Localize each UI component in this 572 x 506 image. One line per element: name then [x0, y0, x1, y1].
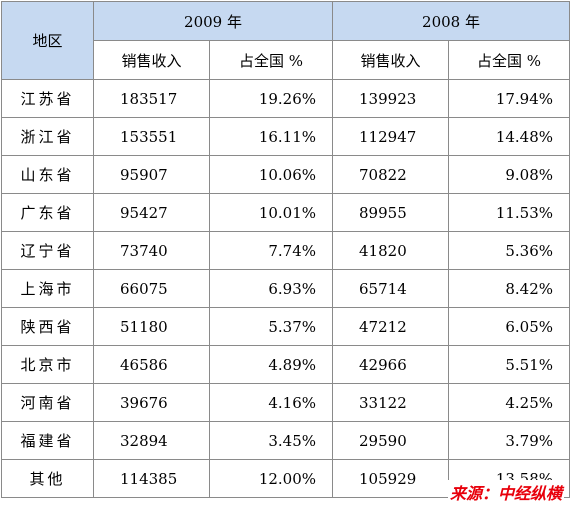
region-cell: 陕西省 — [1, 307, 94, 346]
region-cell: 其他 — [1, 459, 94, 498]
share-2009-cell: 19.26% — [208, 79, 334, 118]
table-row: 江苏省 183517 19.26% 139923 17.94% — [1, 79, 571, 118]
share-2008-cell: 11.53% — [448, 193, 571, 232]
share-2008-cell: 3.79% — [448, 421, 571, 460]
sales-2008-cell: 65714 — [332, 269, 450, 308]
year-2008-header: 2008 年 — [332, 1, 571, 41]
table-row: 山东省 95907 10.06% 70822 9.08% — [1, 155, 571, 194]
share-2009-cell: 10.01% — [208, 193, 334, 232]
share-2009-cell: 10.06% — [208, 155, 334, 194]
sales-2009-cell: 95907 — [93, 155, 210, 194]
share-2009-cell: 4.89% — [208, 345, 334, 384]
region-cell: 广东省 — [1, 193, 94, 232]
source-watermark: 来源：中经纵横 — [447, 480, 564, 504]
sales-2008-cell: 47212 — [332, 307, 450, 346]
sales-2009-cell: 51180 — [93, 307, 210, 346]
sales-2009-cell: 183517 — [93, 79, 210, 118]
table-row: 其他 114385 12.00% 105929 13.58% — [1, 459, 571, 498]
region-cell: 上海市 — [1, 269, 94, 308]
sales-2008-cell: 42966 — [332, 345, 450, 384]
sales-2008-cell: 105929 — [332, 459, 450, 498]
share-2009-header: 占全国 % — [208, 40, 334, 80]
share-2008-cell: 14.48% — [448, 117, 571, 156]
sales-2008-cell: 29590 — [332, 421, 450, 460]
sales-2009-cell: 73740 — [93, 231, 210, 270]
table-row: 北京市 46586 4.89% 42966 5.51% — [1, 345, 571, 384]
sales-2009-header: 销售收入 — [93, 40, 210, 80]
sales-2008-cell: 70822 — [332, 155, 450, 194]
table-row: 浙江省 153551 16.11% 112947 14.48% — [1, 117, 571, 156]
sales-2009-cell: 95427 — [93, 193, 210, 232]
region-cell: 北京市 — [1, 345, 94, 384]
table-row: 陕西省 51180 5.37% 47212 6.05% — [1, 307, 571, 346]
sales-2009-cell: 39676 — [93, 383, 210, 422]
share-2008-cell: 9.08% — [448, 155, 571, 194]
region-cell: 江苏省 — [1, 79, 94, 118]
share-2008-cell: 5.36% — [448, 231, 571, 270]
share-2009-cell: 5.37% — [208, 307, 334, 346]
sales-table: 地区 2009 年 2008 年 销售收入 占全国 % 销售收入 占全国 % 江… — [1, 1, 571, 498]
share-2008-cell: 17.94% — [448, 79, 571, 118]
region-cell: 辽宁省 — [1, 231, 94, 270]
sales-2009-cell: 114385 — [93, 459, 210, 498]
sales-2008-cell: 112947 — [332, 117, 450, 156]
table-row: 上海市 66075 6.93% 65714 8.42% — [1, 269, 571, 308]
table-row: 河南省 39676 4.16% 33122 4.25% — [1, 383, 571, 422]
sales-2009-cell: 66075 — [93, 269, 210, 308]
table-row: 广东省 95427 10.01% 89955 11.53% — [1, 193, 571, 232]
header-row-metrics: 销售收入 占全国 % 销售收入 占全国 % — [2, 40, 571, 80]
year-2009-header: 2009 年 — [92, 1, 334, 41]
region-cell: 浙江省 — [1, 117, 94, 156]
share-2009-cell: 4.16% — [208, 383, 334, 422]
share-2008-cell: 6.05% — [448, 307, 571, 346]
region-cell: 河南省 — [1, 383, 94, 422]
header-row-years: 地区 2009 年 2008 年 — [1, 1, 571, 80]
sales-2008-cell: 33122 — [332, 383, 450, 422]
region-header: 地区 — [1, 1, 94, 80]
share-2008-cell: 8.42% — [448, 269, 571, 308]
share-2009-cell: 7.74% — [208, 231, 334, 270]
share-2008-cell: 5.51% — [448, 345, 571, 384]
sales-2008-cell: 139923 — [332, 79, 450, 118]
share-2009-cell: 12.00% — [208, 459, 334, 498]
sales-2008-header: 销售收入 — [332, 40, 450, 80]
region-cell: 福建省 — [1, 421, 94, 460]
sales-2009-cell: 46586 — [93, 345, 210, 384]
share-2009-cell: 6.93% — [208, 269, 334, 308]
sales-2009-cell: 32894 — [93, 421, 210, 460]
share-2008-header: 占全国 % — [448, 40, 571, 80]
table-row: 福建省 32894 3.45% 29590 3.79% — [1, 421, 571, 460]
sales-2008-cell: 41820 — [332, 231, 450, 270]
region-cell: 山东省 — [1, 155, 94, 194]
share-2009-cell: 3.45% — [208, 421, 334, 460]
sales-2008-cell: 89955 — [332, 193, 450, 232]
share-2009-cell: 16.11% — [208, 117, 334, 156]
sales-2009-cell: 153551 — [93, 117, 210, 156]
table-row: 辽宁省 73740 7.74% 41820 5.36% — [1, 231, 571, 270]
share-2008-cell: 4.25% — [448, 383, 571, 422]
